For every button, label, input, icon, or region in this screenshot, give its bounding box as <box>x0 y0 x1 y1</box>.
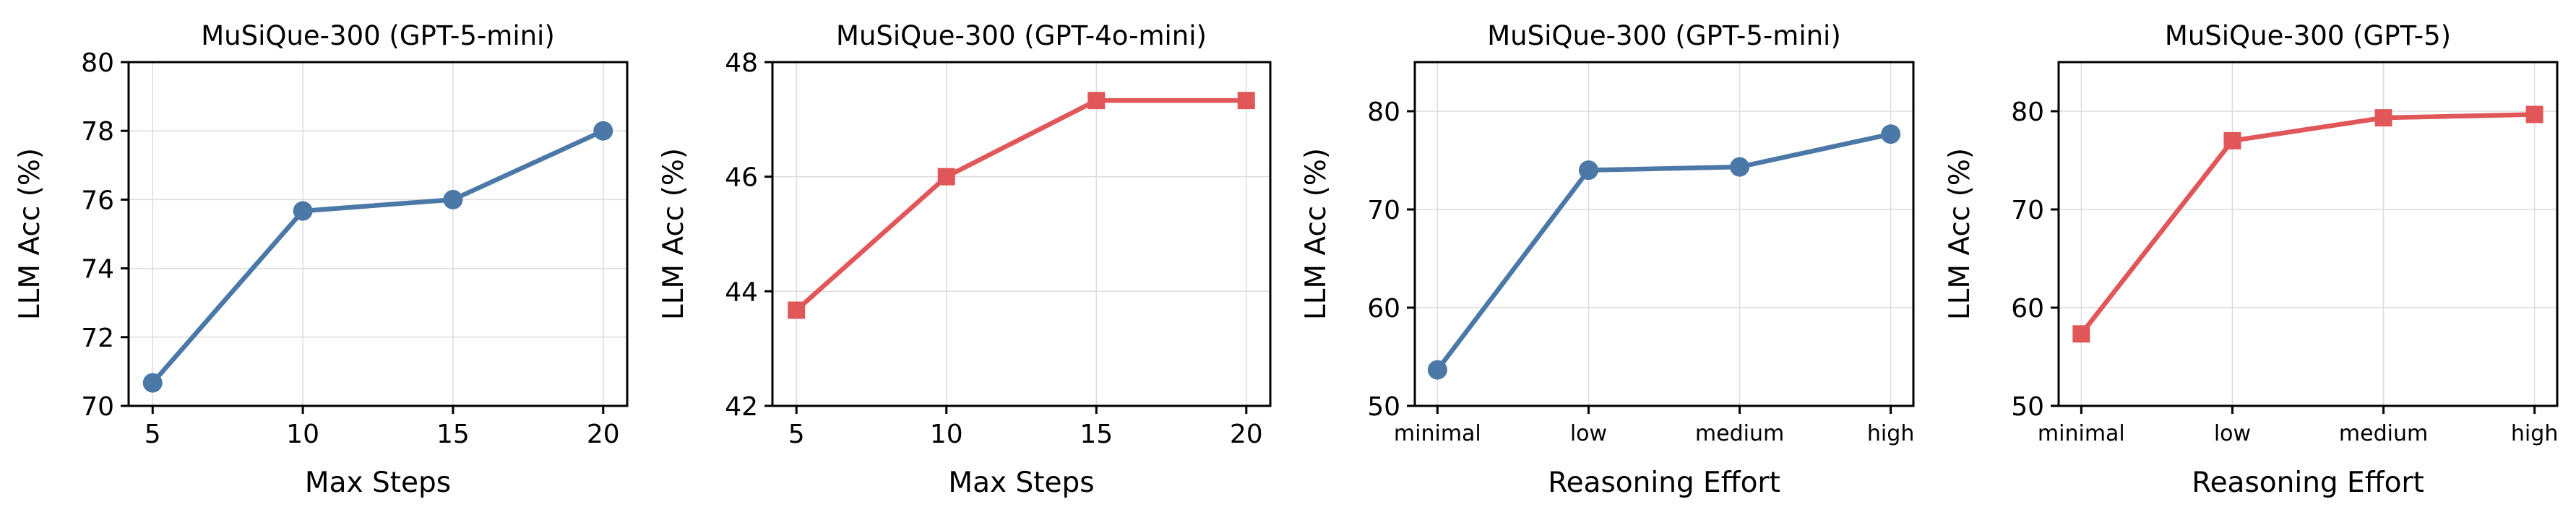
x-tick-label: 15 <box>436 420 470 449</box>
y-tick-label: 80 <box>81 48 114 78</box>
y-tick-label: 80 <box>2011 98 2044 127</box>
x-tick-label: minimal <box>1394 421 1481 446</box>
plot-frame <box>1413 61 1915 407</box>
chart-panel-3: minimal low medium high 50 60 70 80 MuSiQue-300 … <box>1300 20 1915 499</box>
plot-frame <box>771 61 1272 407</box>
y-tick-label: 50 <box>1367 392 1400 422</box>
chart-title: MuSiQue-300 (GPT-5) <box>2165 20 2451 51</box>
data-point <box>293 201 313 221</box>
data-point <box>142 373 163 393</box>
y-tick-label: 78 <box>81 117 114 147</box>
chart-panel-1: 5 10 15 20 70 72 74 76 78 80 MuSiQue-300 (GPT-5-mi… <box>14 20 629 499</box>
x-axis-label: Reasoning Effort <box>1548 467 1780 499</box>
series-line <box>150 128 606 386</box>
y-tick-label: 50 <box>2011 392 2044 422</box>
x-tick-label: 15 <box>1080 420 1113 449</box>
plot-frame <box>127 61 629 407</box>
data-point <box>443 189 463 209</box>
y-tick-label: 76 <box>81 186 114 215</box>
data-point <box>593 121 613 141</box>
y-tick-label: 70 <box>1367 196 1400 225</box>
chart-title: MuSiQue-300 (GPT-4o-mini) <box>836 20 1207 51</box>
y-axis-label: LLM Acc (%) <box>658 148 690 320</box>
y-axis-label: LLM Acc (%) <box>14 148 46 320</box>
x-tick-label: medium <box>2339 421 2428 446</box>
y-tick-label: 42 <box>725 392 758 422</box>
y-tick-label: 60 <box>1367 294 1400 324</box>
chart-title: MuSiQue-300 (GPT-5-mini) <box>1487 20 1841 51</box>
y-tick-label: 70 <box>81 392 114 422</box>
x-tick-label: 20 <box>587 420 620 449</box>
x-tick-label: low <box>2214 421 2251 446</box>
x-tick-label: minimal <box>2038 421 2125 446</box>
data-point <box>2223 131 2241 150</box>
y-tick-label: 74 <box>81 255 114 285</box>
chart-panel-4: minimal low medium high 50 60 70 80 MuSiQue-300 … <box>1944 20 2559 499</box>
x-tick-label: 20 <box>1230 420 1263 449</box>
y-axis-label: LLM Acc (%) <box>1944 148 1976 320</box>
data-point <box>1881 124 1901 144</box>
data-point <box>788 301 806 319</box>
data-point <box>1427 360 1447 380</box>
y-axis-label: LLM Acc (%) <box>1300 148 1332 320</box>
chart-panel-2: 5 10 15 20 42 44 46 48 MuSiQue-300 (GPT-4o-mini)… <box>658 20 1272 499</box>
data-point <box>1237 92 1255 110</box>
y-tick-label: 48 <box>725 48 758 78</box>
x-tick-label: 5 <box>788 420 805 449</box>
y-tick-label: 70 <box>2011 196 2044 225</box>
y-tick-label: 80 <box>1367 98 1400 127</box>
x-axis-label: Reasoning Effort <box>2192 467 2424 499</box>
y-tick-label: 60 <box>2011 294 2044 324</box>
x-tick-label: 10 <box>286 420 319 449</box>
x-tick-label: high <box>2511 421 2558 446</box>
series-line <box>793 98 1249 313</box>
data-point <box>2072 325 2090 343</box>
series-line <box>1435 131 1893 373</box>
data-point <box>1578 160 1598 181</box>
y-tick-label: 46 <box>725 163 758 193</box>
x-axis-label: Max Steps <box>948 467 1094 499</box>
data-point <box>937 168 955 186</box>
x-tick-label: high <box>1867 421 1914 446</box>
x-tick-label: 5 <box>145 420 161 449</box>
x-tick-label: 10 <box>930 420 963 449</box>
x-tick-label: medium <box>1695 421 1784 446</box>
x-axis-label: Max Steps <box>305 467 451 499</box>
data-point <box>2525 105 2543 124</box>
y-tick-label: 72 <box>81 324 114 353</box>
y-tick-label: 44 <box>725 277 758 307</box>
data-point <box>1087 92 1106 110</box>
chart-title: MuSiQue-300 (GPT-5-mini) <box>201 20 555 51</box>
data-point <box>1730 157 1750 177</box>
plot-frame <box>2057 61 2559 407</box>
x-tick-label: low <box>1570 421 1607 446</box>
series-line <box>2079 112 2537 337</box>
data-point <box>2374 109 2392 127</box>
